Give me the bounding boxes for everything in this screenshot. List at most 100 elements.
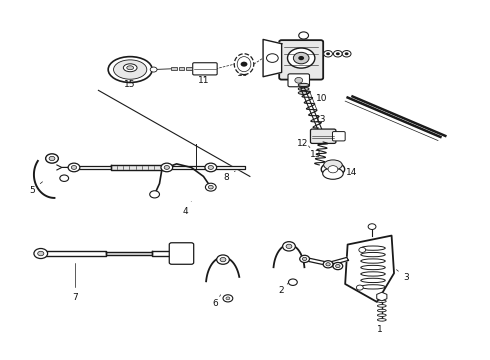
Circle shape xyxy=(324,50,332,57)
Ellipse shape xyxy=(298,91,309,94)
Circle shape xyxy=(150,67,157,72)
Ellipse shape xyxy=(298,87,309,90)
Circle shape xyxy=(46,154,58,163)
Ellipse shape xyxy=(377,314,386,316)
Text: 9: 9 xyxy=(288,76,298,85)
Circle shape xyxy=(326,52,330,55)
FancyBboxPatch shape xyxy=(279,40,323,80)
Circle shape xyxy=(342,50,351,57)
Ellipse shape xyxy=(361,246,385,250)
Circle shape xyxy=(205,183,216,191)
Circle shape xyxy=(34,248,48,258)
Text: 15: 15 xyxy=(124,81,136,90)
Text: 10: 10 xyxy=(314,94,328,108)
Text: 12: 12 xyxy=(297,138,313,148)
Circle shape xyxy=(326,263,330,266)
Ellipse shape xyxy=(377,300,386,302)
Circle shape xyxy=(217,255,229,264)
Circle shape xyxy=(226,297,230,300)
Ellipse shape xyxy=(114,60,147,79)
Ellipse shape xyxy=(361,272,385,276)
Polygon shape xyxy=(106,252,152,256)
Polygon shape xyxy=(40,251,106,256)
Ellipse shape xyxy=(361,252,385,257)
Text: 14: 14 xyxy=(343,167,357,177)
Text: 8: 8 xyxy=(223,171,235,182)
Circle shape xyxy=(208,166,214,170)
Polygon shape xyxy=(111,165,167,170)
Text: 2: 2 xyxy=(279,282,289,295)
Ellipse shape xyxy=(377,309,386,312)
Polygon shape xyxy=(211,166,245,169)
Circle shape xyxy=(267,54,278,62)
Circle shape xyxy=(336,52,340,55)
Circle shape xyxy=(323,261,333,268)
Ellipse shape xyxy=(361,278,385,283)
Polygon shape xyxy=(263,40,282,77)
Ellipse shape xyxy=(323,168,343,179)
Ellipse shape xyxy=(377,319,386,321)
Ellipse shape xyxy=(127,66,134,70)
Circle shape xyxy=(161,163,172,172)
Polygon shape xyxy=(167,166,211,169)
Ellipse shape xyxy=(324,160,342,170)
Circle shape xyxy=(38,251,44,256)
Text: 13: 13 xyxy=(310,91,326,124)
Text: 4: 4 xyxy=(183,202,191,216)
Circle shape xyxy=(333,50,342,57)
Text: 7: 7 xyxy=(73,264,78,302)
Circle shape xyxy=(333,262,343,270)
Text: 1: 1 xyxy=(377,320,383,334)
FancyBboxPatch shape xyxy=(332,132,345,141)
Circle shape xyxy=(205,163,217,172)
Circle shape xyxy=(223,295,233,302)
Polygon shape xyxy=(152,251,174,256)
Circle shape xyxy=(68,163,80,172)
Ellipse shape xyxy=(237,57,251,72)
Circle shape xyxy=(300,255,310,262)
Circle shape xyxy=(164,166,170,170)
Polygon shape xyxy=(304,257,339,267)
Circle shape xyxy=(344,52,348,55)
Circle shape xyxy=(286,244,292,248)
Circle shape xyxy=(295,77,303,83)
Polygon shape xyxy=(301,88,322,132)
Bar xyxy=(178,67,184,70)
Ellipse shape xyxy=(108,57,152,82)
Circle shape xyxy=(302,257,307,261)
FancyBboxPatch shape xyxy=(311,129,336,143)
Polygon shape xyxy=(345,235,394,302)
Ellipse shape xyxy=(377,305,386,307)
Circle shape xyxy=(60,175,69,181)
Text: 6: 6 xyxy=(213,295,220,308)
Circle shape xyxy=(328,166,338,173)
Circle shape xyxy=(150,191,159,198)
Ellipse shape xyxy=(361,259,385,263)
Ellipse shape xyxy=(123,64,137,72)
Ellipse shape xyxy=(361,285,385,289)
Text: 16: 16 xyxy=(237,68,248,78)
Bar xyxy=(186,67,192,70)
FancyBboxPatch shape xyxy=(169,243,194,264)
Circle shape xyxy=(241,62,247,67)
FancyBboxPatch shape xyxy=(288,74,310,87)
Text: 11: 11 xyxy=(198,76,209,85)
Circle shape xyxy=(299,32,309,39)
Text: 13: 13 xyxy=(309,146,321,159)
Ellipse shape xyxy=(361,265,385,270)
Circle shape xyxy=(336,265,340,268)
Text: 3: 3 xyxy=(396,270,409,282)
Circle shape xyxy=(49,156,55,161)
Circle shape xyxy=(289,279,297,285)
Circle shape xyxy=(294,52,309,64)
Circle shape xyxy=(208,185,213,189)
Ellipse shape xyxy=(321,162,344,176)
Text: 5: 5 xyxy=(29,182,43,194)
Circle shape xyxy=(356,285,363,290)
FancyBboxPatch shape xyxy=(193,63,217,75)
Circle shape xyxy=(72,166,76,170)
Polygon shape xyxy=(327,257,348,266)
Polygon shape xyxy=(78,166,111,169)
Circle shape xyxy=(283,242,295,251)
Circle shape xyxy=(298,56,304,60)
